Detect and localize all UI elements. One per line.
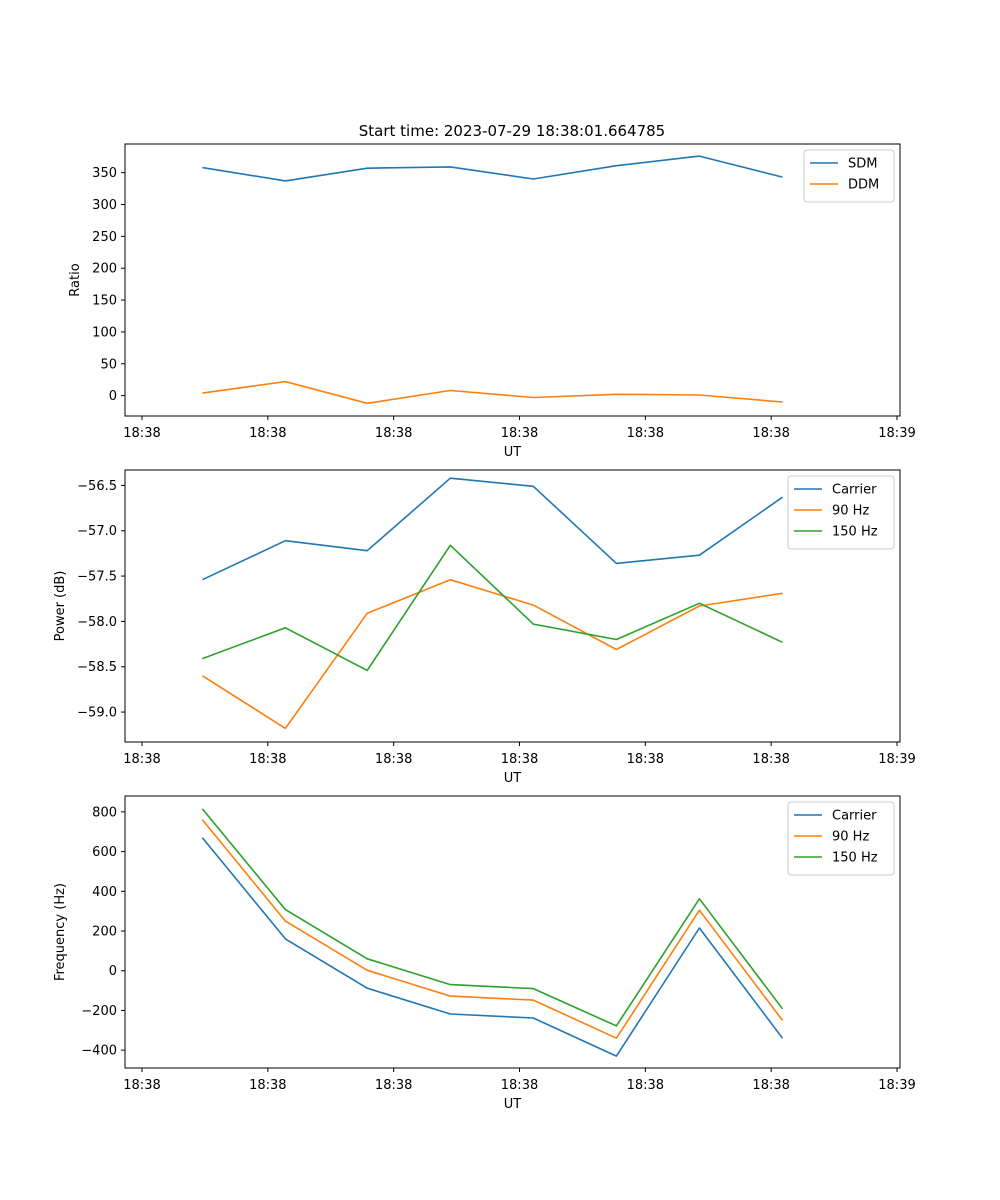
y-tick-label: −58.0 [77, 615, 117, 630]
series-line-90-hz [201, 578, 783, 730]
y-tick-label: 600 [92, 845, 117, 860]
x-tick-label: 18:38 [375, 1078, 412, 1093]
y-axis-label: Ratio [68, 263, 83, 296]
x-tick-label: 18:38 [627, 426, 664, 441]
plots-container: 0 50 100 150 200 250 300 350 18:38 18:38 18:38 18:3… [53, 143, 916, 1112]
legend-label: DDM [848, 178, 879, 193]
series-line-sdm [202, 155, 783, 182]
frequency-subplot: −400 −200 0 200 400 600 800 18:38 18:38 18:38 18:3… [53, 795, 916, 1112]
legend-label: Carrier [832, 809, 877, 824]
x-tick-label: 18:38 [375, 426, 412, 441]
y-tick-label: −200 [81, 1004, 117, 1019]
x-axis-label: UT [504, 1097, 522, 1112]
series-line-ddm [202, 380, 783, 405]
y-tick-label: −58.5 [77, 660, 117, 675]
y-tick-label: 0 [109, 389, 117, 404]
y-axis-label: Frequency (Hz) [53, 883, 68, 981]
y-tick-label: −57.5 [77, 570, 117, 585]
figure-title: Start time: 2023-07-29 18:38:01.664785 [359, 122, 665, 140]
x-tick-label: 18:38 [501, 426, 538, 441]
y-axis-label: Power (dB) [53, 571, 68, 642]
x-tick-label: 18:38 [752, 426, 789, 441]
y-tick-label: −400 [81, 1044, 117, 1059]
y-tick-label: 400 [92, 885, 117, 900]
ratio-subplot: 0 50 100 150 200 250 300 350 18:38 18:38 18:38 18:3… [68, 143, 916, 460]
y-tick-label: −59.0 [77, 706, 117, 721]
y-tick-label: 350 [92, 166, 117, 181]
axes-frame [124, 795, 901, 1069]
series-line-90-hz [201, 819, 784, 1039]
x-tick-label: 18:38 [752, 1078, 789, 1093]
series-line-150-hz [202, 544, 783, 672]
y-tick-label: 200 [92, 262, 117, 277]
x-tick-label: 18:38 [627, 1078, 664, 1093]
y-tick-label: 250 [92, 230, 117, 245]
x-tick-label: 18:39 [878, 426, 915, 441]
x-tick-label: 18:38 [501, 752, 538, 767]
y-tick-label: 200 [92, 925, 117, 940]
x-axis-label: UT [504, 771, 522, 786]
legend: Carrier 90 Hz 150 Hz [787, 475, 895, 550]
x-tick-label: 18:38 [627, 752, 664, 767]
x-tick-label: 18:38 [123, 752, 160, 767]
x-tick-label: 18:38 [752, 752, 789, 767]
x-tick-label: 18:39 [878, 752, 915, 767]
y-tick-label: −56.5 [77, 479, 117, 494]
x-tick-label: 18:38 [123, 1078, 160, 1093]
legend: SDM DDM [803, 149, 895, 203]
legend: Carrier 90 Hz 150 Hz [787, 801, 895, 876]
series-line-carrier [202, 477, 783, 581]
y-tick-label: 0 [109, 964, 117, 979]
y-tick-label: 800 [92, 805, 117, 820]
legend-label: Carrier [832, 483, 877, 498]
x-tick-label: 18:38 [249, 426, 286, 441]
axes-frame [124, 143, 901, 417]
x-tick-label: 18:38 [123, 426, 160, 441]
y-tick-label: 100 [92, 325, 117, 340]
legend-label: 90 Hz [832, 830, 869, 845]
y-tick-label: 50 [100, 357, 117, 372]
legend-label: 150 Hz [832, 851, 878, 866]
x-tick-label: 18:38 [249, 1078, 286, 1093]
x-tick-label: 18:38 [375, 752, 412, 767]
series-line-carrier [201, 837, 784, 1057]
power-subplot: −59.0 −58.5 −58.0 −57.5 −57.0 −56.5 18:38 18:38… [53, 469, 916, 786]
x-tick-label: 18:38 [501, 1078, 538, 1093]
y-tick-label: 150 [92, 294, 117, 309]
axes-frame [124, 469, 901, 743]
y-tick-label: −57.0 [77, 524, 117, 539]
legend-label: 150 Hz [832, 525, 878, 540]
legend-label: SDM [848, 157, 877, 172]
series-line-150-hz [201, 808, 784, 1027]
x-axis-label: UT [504, 445, 522, 460]
y-tick-label: 300 [92, 198, 117, 213]
x-tick-label: 18:39 [878, 1078, 915, 1093]
legend-label: 90 Hz [832, 504, 869, 519]
x-tick-label: 18:38 [249, 752, 286, 767]
